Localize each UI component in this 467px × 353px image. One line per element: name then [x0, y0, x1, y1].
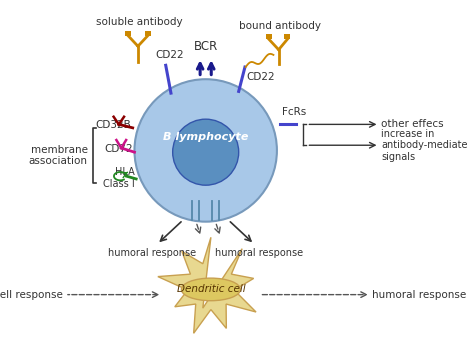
Bar: [284, 34, 290, 39]
Bar: [145, 31, 151, 36]
Text: BCR: BCR: [193, 40, 218, 53]
Text: CD32B: CD32B: [95, 120, 131, 130]
Text: bound antibody: bound antibody: [240, 21, 321, 31]
Text: other effecs: other effecs: [381, 119, 444, 130]
Text: FcRs: FcRs: [282, 107, 306, 117]
Bar: [125, 31, 131, 36]
Text: increase in
antibody-mediated
signals: increase in antibody-mediated signals: [381, 128, 467, 162]
Ellipse shape: [181, 278, 241, 301]
Text: CD72: CD72: [104, 144, 133, 154]
Text: CD22: CD22: [155, 50, 184, 60]
Text: humoral response: humoral response: [108, 248, 196, 258]
Text: CD22: CD22: [246, 72, 275, 83]
Text: cell response: cell response: [0, 289, 63, 300]
Text: membrane
association: membrane association: [28, 145, 87, 167]
Text: soluble antibody: soluble antibody: [96, 17, 183, 27]
Text: B lymphocyte: B lymphocyte: [163, 132, 248, 142]
Text: Dendritic cell: Dendritic cell: [177, 285, 245, 294]
Text: HLA
Class I: HLA Class I: [103, 167, 134, 189]
Text: humoral response: humoral response: [215, 248, 304, 258]
Circle shape: [173, 119, 239, 185]
Text: humoral response: humoral response: [373, 289, 467, 300]
Circle shape: [134, 79, 277, 222]
Bar: [266, 34, 272, 39]
Polygon shape: [158, 237, 256, 333]
